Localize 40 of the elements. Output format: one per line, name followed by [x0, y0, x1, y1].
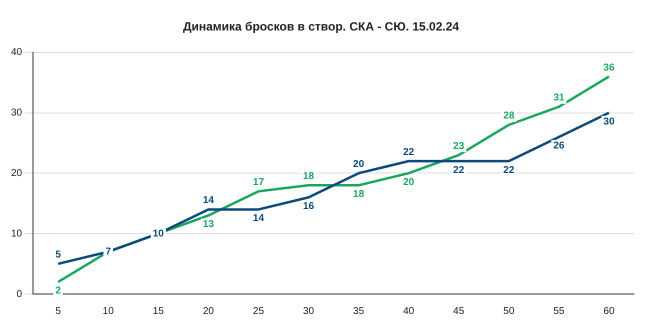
x-tick-label: 25	[252, 306, 264, 317]
y-tick-label: 20	[11, 168, 23, 179]
data-label: 30	[603, 116, 615, 128]
data-label: 26	[553, 140, 565, 152]
data-label: 13	[202, 219, 214, 230]
x-tick-label: 45	[453, 306, 465, 317]
data-label: 14	[252, 213, 264, 224]
data-label: 22	[403, 146, 415, 158]
x-tick-label: 40	[403, 306, 415, 317]
data-label: 18	[302, 171, 315, 182]
x-tick-label: 15	[152, 306, 164, 317]
data-label: 20	[403, 176, 415, 188]
chart-title: Динамика бросков в створ. СКА - СЮ. 15.02.24	[182, 20, 460, 34]
data-label: 22	[453, 164, 465, 176]
y-tick-label: 0	[16, 288, 23, 300]
y-tick-label: 40	[11, 47, 23, 58]
data-label: 31	[553, 92, 565, 104]
x-tick-label: 30	[302, 306, 315, 317]
x-tick-label: 35	[353, 306, 365, 317]
x-tick-label: 5	[55, 306, 62, 317]
x-tick-label: 60	[603, 306, 615, 317]
data-label: 14	[202, 195, 214, 206]
data-label: 17	[252, 177, 264, 188]
y-tick-label: 10	[11, 228, 23, 240]
x-tick-label: 55	[553, 306, 565, 317]
data-label: 10	[152, 228, 164, 240]
data-label: 36	[603, 62, 615, 74]
data-label: 23	[453, 140, 465, 152]
data-label: 2	[55, 286, 62, 297]
data-label: 18	[353, 189, 365, 200]
data-label: 7	[105, 246, 112, 258]
data-label: 16	[302, 201, 315, 212]
data-label: 20	[353, 158, 365, 170]
x-tick-label: 50	[503, 306, 515, 317]
y-tick-label: 30	[11, 108, 23, 119]
data-label: 5	[55, 250, 62, 261]
x-tick-label: 20	[202, 306, 214, 317]
data-label: 22	[503, 164, 515, 176]
data-label: 28	[503, 110, 515, 122]
x-tick-label: 10	[102, 306, 114, 317]
